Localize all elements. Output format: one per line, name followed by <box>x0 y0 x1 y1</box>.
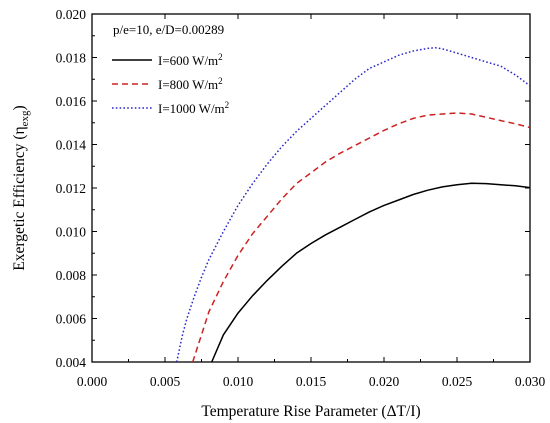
legend-label-3: I=1000 W/m2 <box>158 100 229 116</box>
y-tick-label: 0.016 <box>56 94 87 109</box>
x-tick-label: 0.020 <box>369 374 400 389</box>
series-layer <box>175 46 530 362</box>
x-tick-label: 0.015 <box>296 374 327 389</box>
y-axis-ticks: 0.004 0.006 0.008 0.010 0.012 0.014 0.016 0.018… <box>56 7 530 370</box>
legend-label-text: I=600 W/m <box>158 53 218 68</box>
x-axis-title: Temperature Rise Parameter (ΔT/I) <box>201 403 420 420</box>
y-tick-label: 0.006 <box>56 312 87 327</box>
y-tick-label: 0.004 <box>56 355 87 370</box>
x-tick-label: 0.000 <box>77 374 108 389</box>
y-axis-title: Exergetic Efficiency (ηexg) <box>11 105 31 270</box>
series-line-2 <box>191 112 530 362</box>
series-line-3 <box>175 46 530 362</box>
y-tick-label: 0.010 <box>56 225 87 240</box>
chart-annotation: p/e=10, e/D=0.00289 <box>113 22 224 37</box>
y-axis-title-close: ) <box>11 105 28 110</box>
y-tick-label: 0.018 <box>56 51 87 66</box>
x-tick-label: 0.010 <box>223 374 254 389</box>
x-axis-ticks: 0.000 0.005 0.010 0.015 0.020 0.025 0.030 <box>77 14 546 389</box>
legend-label-superscript: 2 <box>225 100 230 110</box>
y-tick-label: 0.008 <box>56 268 87 283</box>
series-line-1 <box>211 182 530 362</box>
x-tick-label: 0.005 <box>150 374 181 389</box>
y-tick-label: 0.014 <box>56 138 87 153</box>
x-tick-label: 0.030 <box>515 374 546 389</box>
legend-label-2: I=800 W/m2 <box>158 76 223 92</box>
legend-label-text: I=1000 W/m <box>158 101 225 116</box>
y-axis-title-subscript: exg <box>19 110 31 126</box>
x-tick-label: 0.025 <box>442 374 473 389</box>
legend-label-superscript: 2 <box>218 52 223 62</box>
legend-label-superscript: 2 <box>218 76 223 86</box>
y-tick-label: 0.020 <box>56 7 87 22</box>
y-axis-title-main: Exergetic Efficiency (η <box>11 126 28 270</box>
legend: I=600 W/m2I=800 W/m2I=1000 W/m2 <box>112 52 229 116</box>
legend-label-1: I=600 W/m2 <box>158 52 223 68</box>
legend-label-text: I=800 W/m <box>158 77 218 92</box>
y-tick-label: 0.012 <box>56 181 86 196</box>
